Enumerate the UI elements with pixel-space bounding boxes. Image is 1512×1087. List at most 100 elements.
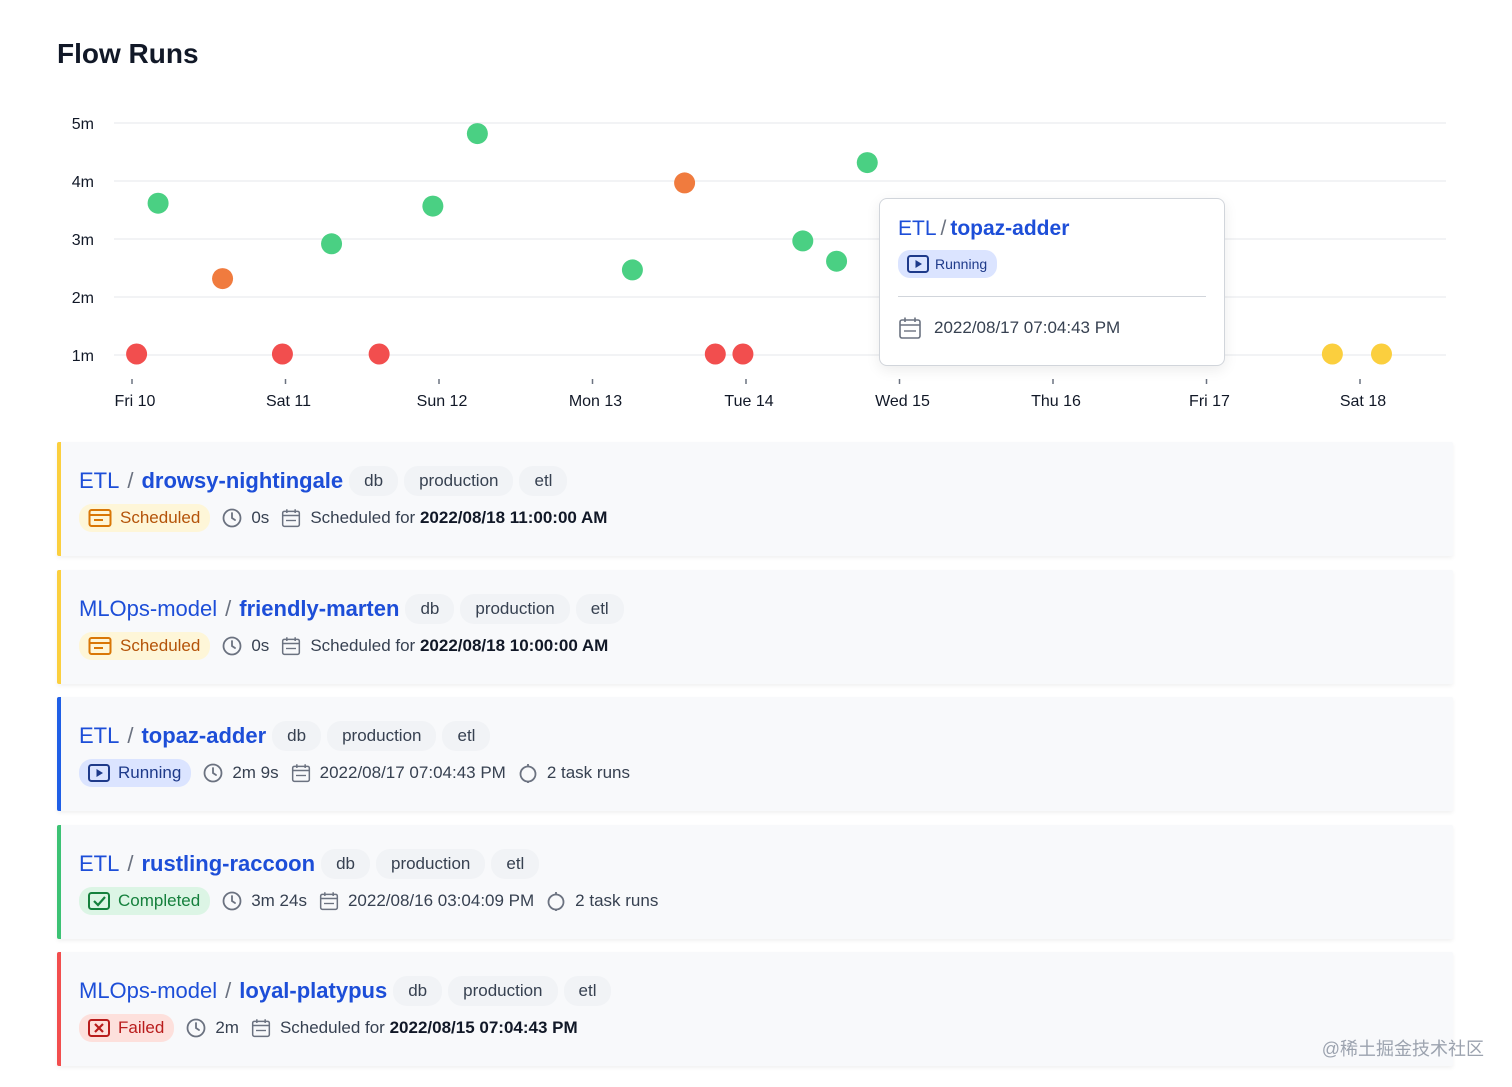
breadcrumb-separator: / — [127, 468, 134, 493]
calendar-icon — [251, 1018, 271, 1038]
flow-name-link[interactable]: MLOps-model — [79, 595, 218, 621]
run-header: MLOps-model / loyal-platypus db productio… — [79, 976, 612, 1006]
tag[interactable]: production — [404, 466, 514, 496]
tag[interactable]: etl — [442, 721, 491, 751]
run-date-group: 2022/08/16 03:04:09 PM — [319, 891, 534, 911]
calendar-icon — [281, 636, 301, 656]
run-point-failed[interactable] — [732, 343, 754, 365]
breadcrumb-separator: / — [225, 595, 232, 621]
calendar-badge-icon — [88, 636, 112, 656]
date-prefix: Scheduled for — [310, 635, 416, 655]
task-runs-icon — [518, 763, 538, 783]
y-tick-label: 3m — [72, 232, 94, 249]
run-tooltip: ETL / topaz-adder Running 2022/08/17 07:04… — [879, 198, 1225, 366]
duration-value: 0s — [251, 635, 270, 655]
tag[interactable]: db — [349, 466, 399, 496]
run-point-scheduled[interactable] — [1370, 343, 1392, 365]
run-date: 2022/08/16 03:04:09 PM — [347, 890, 535, 910]
tooltip-flow-name[interactable]: ETL — [898, 217, 937, 240]
tooltip-state-label: Running — [935, 256, 988, 272]
tag[interactable]: etl — [563, 976, 612, 1006]
task-runs-count: 2 task runs — [546, 763, 630, 782]
tag[interactable]: production — [327, 721, 437, 751]
flow-runs-list: ETL / drowsy-nightingale db production etl… — [57, 442, 1453, 1080]
x-tick-label: Wed 15 — [875, 393, 930, 410]
x-tick-label: Tue 14 — [724, 393, 773, 410]
tag[interactable]: production — [460, 593, 570, 624]
run-header: ETL / topaz-adder db production etl — [79, 721, 491, 751]
clock-icon — [203, 763, 223, 783]
run-meta: Scheduled 0s Scheduled for 2022/08/18 10… — [79, 631, 620, 660]
flow-name-link[interactable]: MLOps-model — [79, 978, 218, 1003]
tag[interactable]: etl — [491, 848, 540, 879]
run-card[interactable]: ETL / topaz-adder db production etl Runnin… — [57, 697, 1453, 811]
tooltip-run-name[interactable]: topaz-adder — [950, 217, 1070, 240]
x-tick-label: Sat 11 — [266, 393, 311, 410]
tag[interactable]: db — [321, 848, 370, 879]
play-icon — [907, 255, 929, 273]
x-tick-label: Thu 16 — [1031, 393, 1081, 410]
run-header: MLOps-model / friendly-marten db producti… — [79, 593, 624, 624]
run-point-completed[interactable] — [621, 259, 643, 281]
run-card[interactable]: MLOps-model / loyal-platypus db productio… — [57, 952, 1453, 1066]
tag[interactable]: etl — [575, 593, 624, 624]
state-label: Running — [118, 763, 182, 782]
y-tick-label: 4m — [72, 174, 94, 191]
run-card[interactable]: MLOps-model / friendly-marten db producti… — [57, 569, 1453, 684]
flow-name-link[interactable]: ETL — [79, 850, 120, 876]
run-point-completed[interactable] — [856, 152, 878, 174]
run-name-link[interactable]: rustling-raccoon — [141, 850, 316, 876]
calendar-badge-icon — [88, 508, 112, 528]
tag[interactable]: production — [375, 848, 486, 879]
clock-icon — [222, 891, 242, 911]
flow-name-link[interactable]: ETL — [79, 468, 120, 493]
tooltip-date-text: 2022/08/17 07:04:43 PM — [934, 318, 1121, 337]
run-meta: Scheduled 0s Scheduled for 2022/08/18 11… — [79, 504, 619, 532]
calendar-icon — [281, 508, 301, 528]
run-name-link[interactable]: topaz-adder — [141, 723, 267, 748]
run-point-failed[interactable] — [368, 343, 390, 365]
breadcrumb-separator: / — [127, 850, 134, 876]
date-prefix: Scheduled for — [310, 508, 416, 527]
run-point-completed[interactable] — [422, 195, 444, 217]
check-icon — [88, 891, 110, 910]
run-date: 2022/08/15 07:04:43 PM — [389, 1018, 578, 1037]
state-label: Scheduled — [120, 508, 201, 527]
tooltip-divider — [898, 296, 1206, 297]
tooltip-separator: / — [940, 217, 947, 240]
tag[interactable]: db — [405, 593, 455, 624]
run-point-completed[interactable] — [826, 250, 848, 272]
run-point-completed[interactable] — [792, 230, 814, 252]
clock-icon — [222, 636, 242, 656]
run-point-failed[interactable] — [126, 343, 148, 365]
run-name-link[interactable]: friendly-marten — [239, 595, 400, 621]
task-runs: 2 task runs — [518, 763, 630, 783]
tooltip-date: 2022/08/17 07:04:43 PM — [898, 316, 1206, 340]
flow-runs-scatter-chart[interactable]: 5m 4m 3m 2m 1m Fri 10 Sat 11 Sun 12 Mon 13 Tue 14… — [0, 100, 1512, 420]
run-point-failed[interactable] — [271, 343, 293, 365]
flow-name-link[interactable]: ETL — [79, 723, 120, 748]
run-point-failed[interactable] — [704, 343, 726, 365]
run-card[interactable]: ETL / drowsy-nightingale db production etl… — [57, 442, 1453, 556]
run-point-crashed[interactable] — [212, 268, 234, 290]
tag[interactable]: db — [393, 976, 443, 1006]
duration: 2m 9s — [203, 763, 279, 783]
run-point-completed[interactable] — [321, 233, 343, 255]
run-card[interactable]: ETL / rustling-raccoon db production etl C… — [57, 824, 1453, 939]
tag[interactable]: production — [448, 976, 558, 1006]
state-label: Scheduled — [120, 635, 201, 655]
tag[interactable]: db — [272, 721, 322, 751]
run-meta: Completed 3m 24s 2022/08/16 03:04:09 PM … — [79, 886, 670, 915]
task-runs: 2 task runs — [546, 891, 658, 911]
y-tick-label: 5m — [72, 116, 94, 133]
tooltip-title: ETL / topaz-adder — [898, 217, 1206, 241]
run-date: 2022/08/18 11:00:00 AM — [419, 508, 608, 527]
state-badge: Failed — [79, 1014, 175, 1042]
run-name-link[interactable]: loyal-platypus — [239, 978, 388, 1003]
run-point-completed[interactable] — [147, 192, 169, 214]
run-point-completed[interactable] — [466, 123, 488, 145]
run-name-link[interactable]: drowsy-nightingale — [141, 468, 344, 493]
run-point-scheduled[interactable] — [1321, 343, 1343, 365]
tag[interactable]: etl — [519, 466, 568, 496]
run-point-crashed[interactable] — [674, 172, 696, 194]
